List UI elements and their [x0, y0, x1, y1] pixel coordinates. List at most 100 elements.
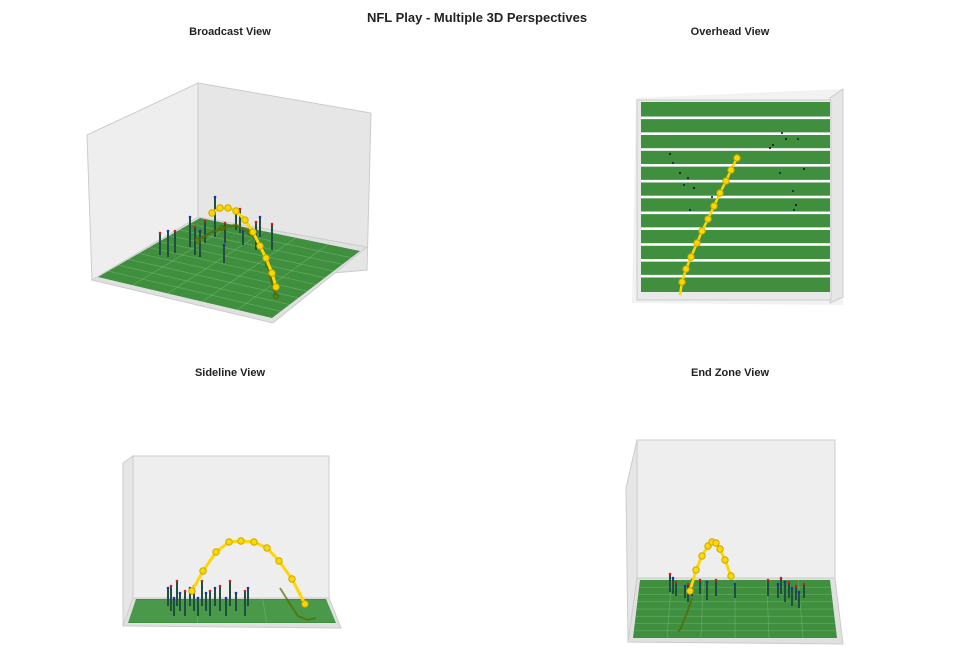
player-head: [794, 584, 798, 588]
broadcast-plot: [86, 82, 372, 324]
ball-marker: [693, 239, 701, 247]
grid-line: [700, 579, 704, 639]
side-pane: [122, 455, 134, 627]
ball-marker: [721, 556, 729, 564]
ball-marker: [249, 228, 257, 236]
ball-marker: [733, 154, 741, 162]
ball-shadow-marker: [194, 236, 202, 244]
ball-marker: [250, 538, 258, 546]
ball-marker: [232, 207, 240, 215]
player-marker: [780, 131, 784, 135]
player-head: [172, 596, 176, 600]
player-marker: [686, 176, 690, 180]
player-marker: [678, 171, 682, 175]
ball-marker: [704, 215, 712, 223]
player-head: [246, 586, 250, 590]
player-head: [270, 222, 274, 226]
ball-shadow-marker: [272, 292, 280, 300]
player-head: [208, 589, 212, 593]
player-head: [203, 219, 207, 223]
player-marker: [668, 152, 672, 156]
player-head: [254, 220, 258, 224]
end-zone-plot: [625, 439, 844, 645]
ball-marker: [216, 204, 224, 212]
player-head: [787, 580, 791, 584]
sideline-plot: [122, 455, 342, 629]
player-marker: [692, 186, 696, 190]
player-marker: [792, 208, 796, 212]
ball-marker: [262, 254, 270, 262]
panel-sideline-view: Sideline View: [40, 366, 420, 656]
player-marker: [682, 183, 686, 187]
ball-marker: [682, 265, 690, 273]
player-marker: [802, 167, 806, 171]
grid-line: [797, 579, 804, 639]
player-head: [698, 578, 702, 582]
yard-line: [641, 259, 830, 262]
player-head: [213, 586, 217, 590]
ball-marker: [698, 227, 706, 235]
player-head: [779, 576, 783, 580]
yard-line: [641, 211, 830, 215]
player-marker: [794, 203, 798, 207]
player-head: [714, 578, 718, 582]
player-head: [783, 580, 787, 584]
ball-marker: [687, 253, 695, 261]
ball-marker: [263, 544, 271, 552]
player-head: [224, 596, 228, 600]
ball-marker: [288, 575, 296, 583]
ball-marker: [224, 204, 232, 212]
player-head: [766, 578, 770, 582]
ball-marker: [716, 545, 724, 553]
grid-line: [159, 241, 325, 279]
player-marker: [688, 208, 692, 212]
ball-marker: [722, 177, 730, 185]
yard-line: [641, 195, 830, 199]
player-head: [674, 580, 678, 584]
yard-line: [641, 164, 830, 167]
overhead-plot: [632, 88, 844, 305]
player-head: [258, 215, 262, 219]
player-head: [705, 580, 709, 584]
ball-marker: [698, 552, 706, 560]
player-head: [196, 596, 200, 600]
ball-marker: [212, 548, 220, 556]
ball-marker: [268, 269, 276, 277]
ball-marker: [727, 166, 735, 174]
ball-marker: [199, 567, 207, 575]
player-head: [797, 590, 801, 594]
player-head: [222, 243, 226, 247]
player-head: [204, 591, 208, 595]
ball-marker: [301, 600, 309, 608]
player-head: [228, 579, 232, 583]
player-head: [166, 586, 170, 590]
player-head: [668, 572, 672, 576]
player-head: [234, 591, 238, 595]
back-pane: [132, 455, 330, 601]
ball-marker: [678, 278, 686, 286]
player-head: [243, 589, 247, 593]
ball-marker: [692, 566, 700, 574]
player-marker: [768, 146, 772, 150]
yard-line: [641, 179, 830, 183]
player-marker: [784, 137, 788, 141]
ball-trajectory: [211, 206, 278, 288]
yard-line: [641, 274, 830, 278]
grid-line: [138, 253, 308, 292]
ball-trajectory: [190, 539, 307, 605]
player-head: [223, 221, 227, 225]
panel-title: Overhead View: [690, 26, 770, 38]
player-head: [169, 584, 173, 588]
grid-line: [118, 264, 290, 305]
player-head: [686, 582, 690, 586]
player-head: [175, 579, 179, 583]
yard-line: [641, 116, 830, 120]
figure-title: NFL Play - Multiple 3D Perspectives: [366, 10, 588, 25]
ball-marker: [712, 539, 720, 547]
ball-marker: [275, 557, 283, 565]
ball-marker: [241, 216, 249, 224]
grid-line: [202, 237, 297, 302]
player-head: [183, 589, 187, 593]
side-pane: [829, 88, 844, 304]
player-marker: [771, 143, 775, 147]
